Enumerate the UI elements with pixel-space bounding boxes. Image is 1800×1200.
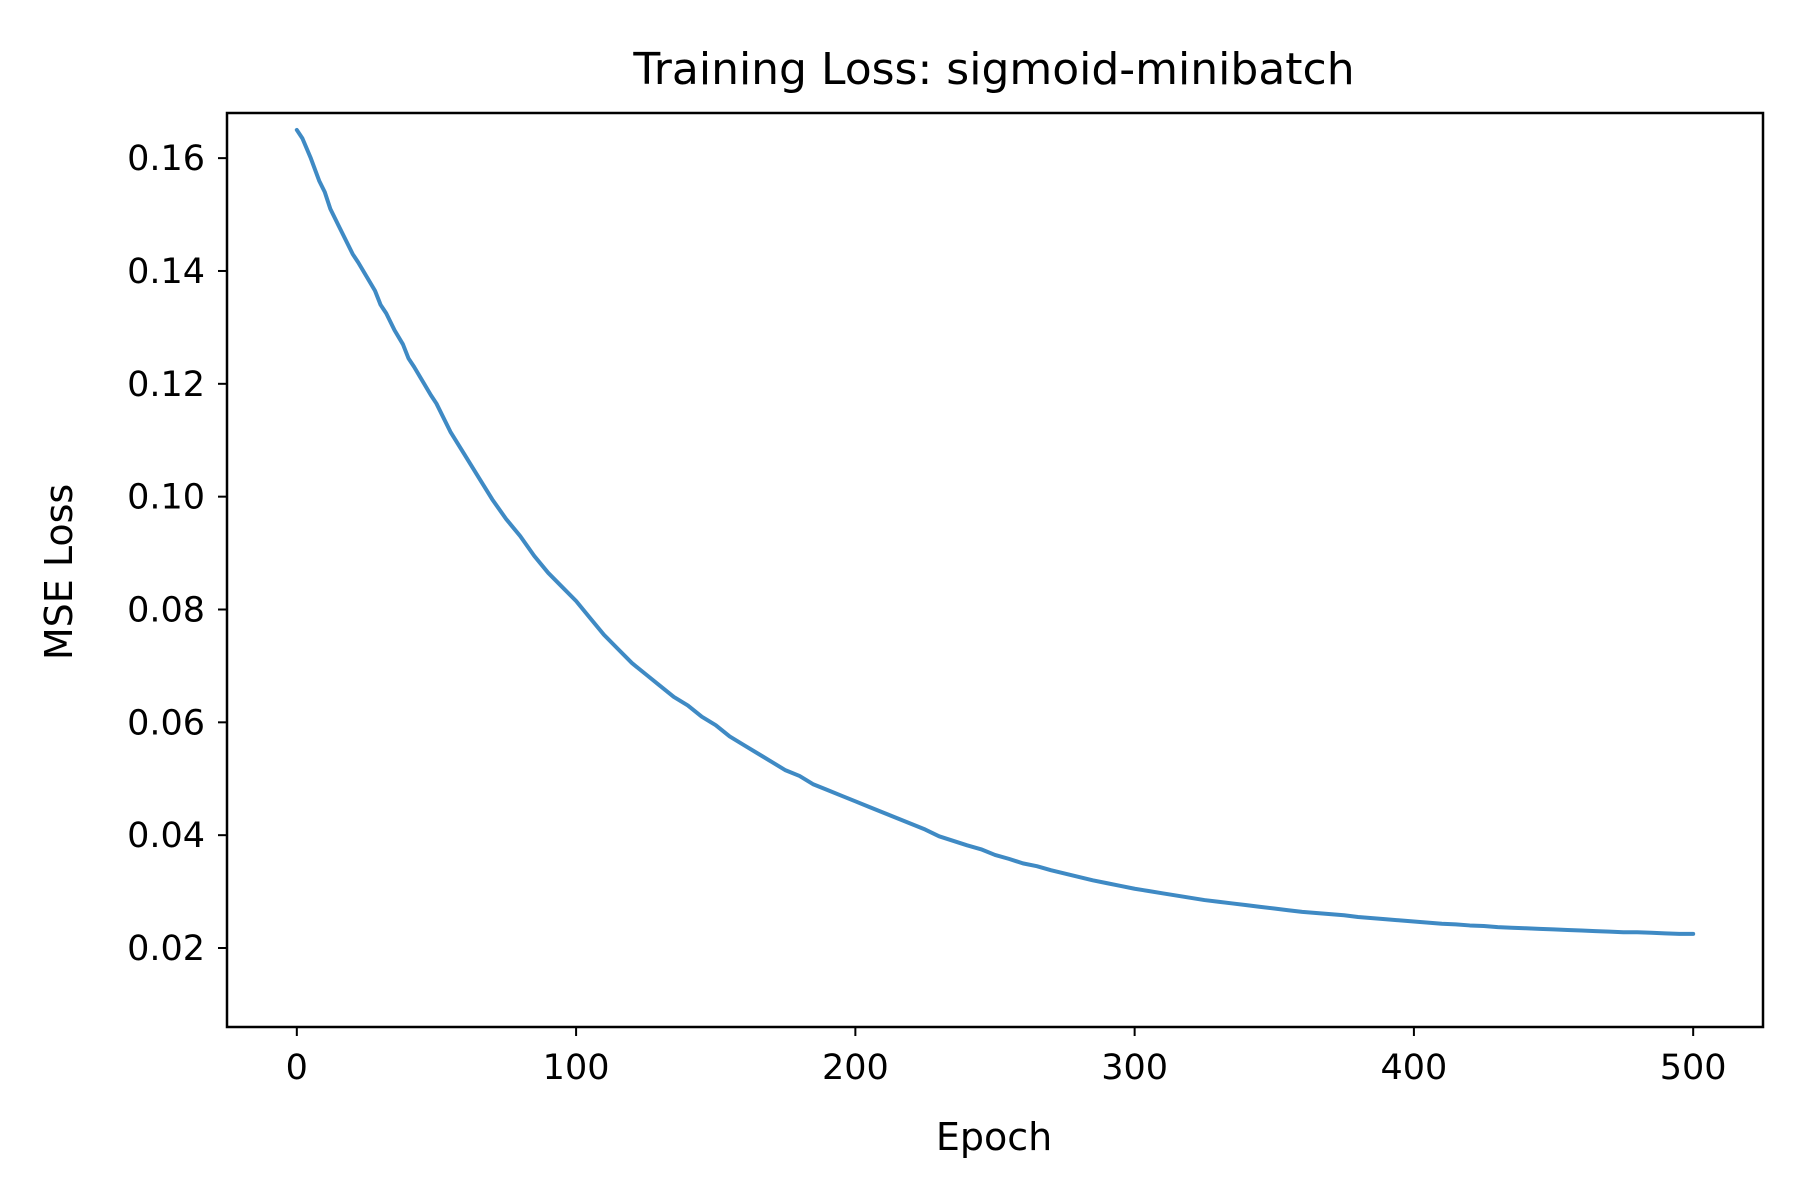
plot-area: [225, 111, 1765, 1029]
y-tick-label: 0.04: [127, 816, 205, 856]
x-tick-label: 400: [1381, 1048, 1448, 1088]
y-tick-label: 0.02: [127, 929, 205, 969]
chart-title: Training Loss: sigmoid-minibatch: [632, 44, 1354, 95]
x-tick-label: 100: [543, 1048, 610, 1088]
x-tick-label: 200: [822, 1048, 889, 1088]
y-tick-label: 0.12: [127, 365, 205, 405]
x-axis-label: Epoch: [936, 1115, 1052, 1159]
series-line: [294, 127, 1696, 936]
x-tick-label: 300: [1101, 1048, 1168, 1088]
y-tick-label: 0.10: [127, 478, 205, 518]
x-tick-label: 0: [286, 1048, 308, 1088]
y-axis-label: MSE Loss: [37, 484, 81, 660]
x-tick-label: 500: [1660, 1048, 1727, 1088]
y-tick-label: 0.16: [127, 139, 205, 179]
y-tick-label: 0.06: [127, 703, 205, 743]
y-axis: 0.02 0.04 0.06 0.08 0.10 0.12 0.14 0.16: [127, 139, 227, 969]
plot-frame: [225, 111, 1765, 1029]
y-tick-label: 0.14: [127, 252, 205, 292]
y-tick-label: 0.08: [127, 590, 205, 630]
x-axis: 0 100 200 300 400 500: [286, 1027, 1727, 1088]
